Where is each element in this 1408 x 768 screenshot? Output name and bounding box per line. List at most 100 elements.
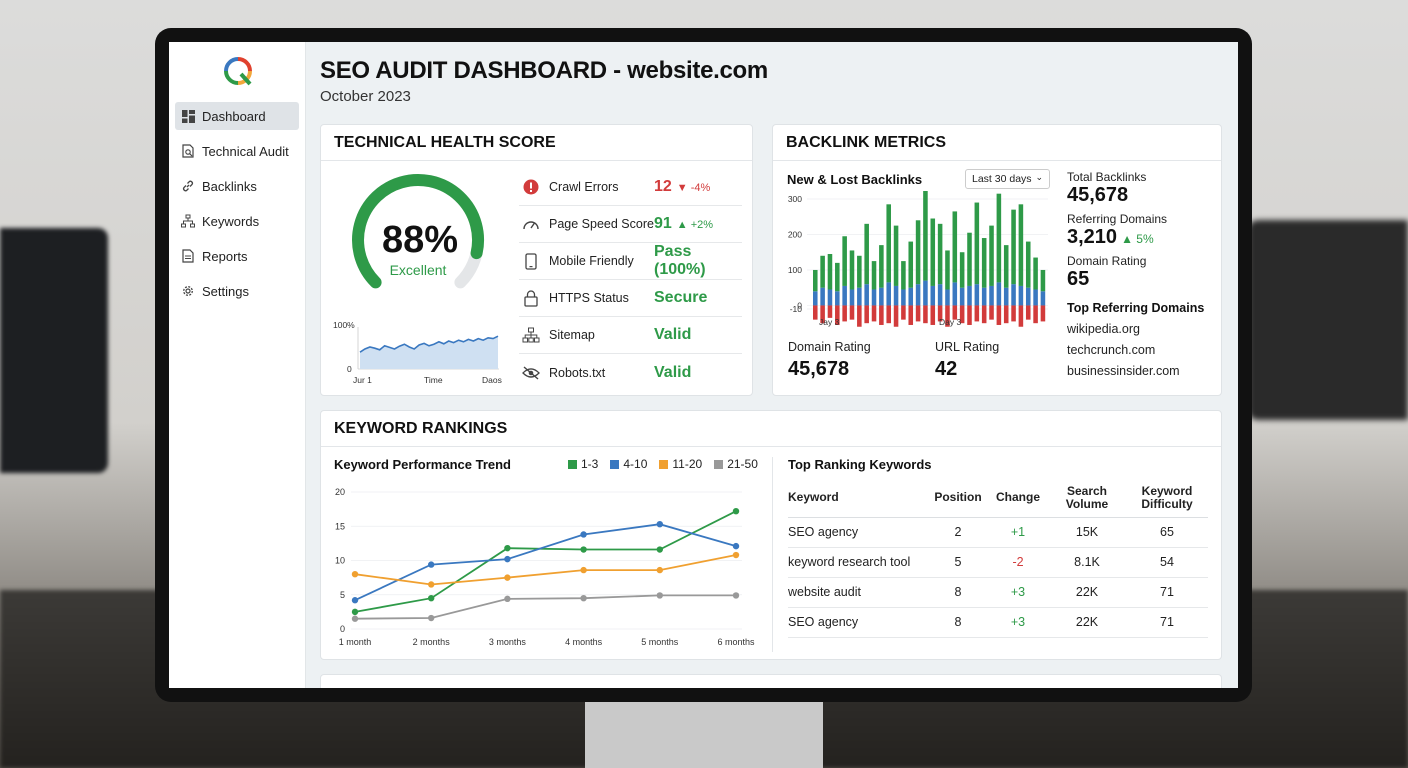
bar-segment-green — [981, 238, 987, 288]
bar-segment-green — [864, 223, 869, 285]
legend-swatch — [568, 459, 577, 469]
legend-label: 1-3 — [581, 457, 599, 471]
document-search-icon — [181, 144, 195, 158]
card-title: TECHNICAL HEALTH SCORE — [334, 134, 556, 151]
column-header[interactable]: Position — [928, 479, 988, 518]
legend-item: 4-10 — [610, 457, 647, 471]
data-point-4-10 — [428, 561, 435, 568]
metric-number: 91 — [654, 215, 672, 232]
sidebar-item-keywords[interactable]: Keywords — [175, 207, 299, 235]
metric-value: 12 ▼ -4% — [654, 178, 710, 196]
bar-segment-blue — [974, 284, 980, 306]
bar-segment-green — [996, 193, 1002, 283]
metric-row-sitemap[interactable]: Sitemap Valid — [519, 317, 742, 354]
sidebar-nav: Dashboard Technical Audit Backlinks — [175, 102, 299, 312]
sidebar-item-technical-audit[interactable]: Technical Audit — [175, 137, 299, 165]
column-header[interactable]: Keyword Difficulty — [1126, 479, 1208, 518]
keyword-cell: SEO agency — [788, 517, 928, 548]
bar-segment-blue — [967, 285, 972, 306]
bar-segment-blue — [1003, 287, 1009, 306]
date-range-select[interactable]: Last 30 days ⌄ — [965, 169, 1050, 189]
data-point-4-10 — [732, 542, 740, 550]
bar-segment-red — [1018, 305, 1024, 327]
sidebar-item-reports[interactable]: Reports — [175, 242, 299, 270]
sitemap-icon — [521, 325, 541, 345]
bar-segment-red — [1011, 305, 1016, 322]
sidebar-item-label: Dashboard — [202, 108, 266, 124]
keyword-cell: keyword research tool — [788, 547, 928, 578]
domain-rating-value: 45,678 — [788, 358, 850, 380]
logo-icon[interactable] — [223, 56, 253, 86]
x-tick-label: 6 months — [717, 637, 755, 647]
background-monitor-left — [0, 228, 108, 473]
position-cell: 8 — [928, 577, 988, 608]
bar-segment-red — [937, 305, 943, 322]
column-header[interactable]: Search Volume — [1048, 479, 1126, 518]
table-row[interactable]: SEO agency 8 +3 22K 71 — [788, 607, 1208, 638]
metric-label: HTTPS Status — [549, 291, 629, 305]
x-tick-label: Jay 3 — [819, 317, 840, 327]
metric-row-crawl-errors[interactable]: Crawl Errors 12 ▼ -4% — [519, 169, 742, 206]
keyword-legend: 1-3 4-10 11-20 21-50 — [568, 457, 770, 471]
metric-delta: ▲ +2% — [676, 219, 714, 231]
bar-segment-red — [849, 305, 855, 320]
column-header[interactable]: Change — [988, 479, 1048, 518]
backlink-bar-chart: -100 100 200 300 Jay 3 Day 3 — [788, 191, 1048, 327]
series-line-21-50 — [354, 594, 736, 620]
column-header[interactable]: Keyword — [788, 479, 928, 518]
data-point-11-20 — [428, 581, 435, 588]
bar-segment-blue — [857, 287, 862, 306]
page-title: SEO AUDIT DASHBOARD - website.com — [320, 57, 768, 84]
table-row[interactable]: website audit 8 +3 22K 71 — [788, 577, 1208, 608]
legend-item: 11-20 — [659, 457, 702, 471]
data-point-11-20 — [580, 566, 587, 574]
metric-value: Valid — [654, 326, 692, 343]
volume-cell: 22K — [1048, 607, 1126, 638]
change-cell: -2 — [988, 547, 1048, 578]
metric-row-page-speed[interactable]: Page Speed Score 91 ▲ +2% — [519, 206, 742, 243]
bar-segment-blue — [1025, 287, 1031, 306]
data-point-1-3 — [351, 608, 359, 616]
bar-segment-green — [915, 220, 921, 285]
next-section-card — [320, 674, 1222, 688]
data-point-11-20 — [656, 566, 663, 574]
bar-segment-red — [930, 305, 936, 325]
lock-icon — [521, 288, 541, 308]
y-tick-label: 200 — [788, 229, 802, 239]
sidebar-item-settings[interactable]: Settings — [175, 277, 299, 305]
bar-segment-blue — [1033, 289, 1038, 306]
bar-segment-green — [967, 232, 972, 286]
referring-domains-delta: ▲ 5% — [1121, 232, 1154, 246]
sidebar-item-label: Keywords — [202, 213, 260, 229]
table-row[interactable]: SEO agency 2 +1 15K 65 — [788, 517, 1208, 548]
bar-segment-red — [1033, 305, 1038, 324]
referring-domain-item[interactable]: techcrunch.com — [1067, 343, 1156, 357]
trend-area — [360, 336, 498, 369]
keyword-cell: SEO agency — [788, 607, 928, 638]
difficulty-cell: 71 — [1126, 607, 1208, 638]
volume-cell: 15K — [1048, 517, 1126, 548]
robot-blocked-icon — [521, 363, 541, 383]
bar-segment-red — [857, 305, 862, 327]
metric-row-https[interactable]: HTTPS Status Secure — [519, 280, 742, 317]
bar-segment-green — [893, 225, 899, 286]
series-line-4-10 — [354, 523, 737, 602]
x-tick-label: 4 months — [565, 637, 603, 647]
sidebar-item-dashboard[interactable]: Dashboard — [175, 102, 299, 130]
date-range-value: Last 30 days — [972, 173, 1032, 185]
referring-domain-item[interactable]: wikipedia.org — [1067, 322, 1140, 336]
monitor-stand — [585, 700, 823, 768]
bar-segment-red — [879, 305, 884, 325]
sidebar-item-backlinks[interactable]: Backlinks — [175, 172, 299, 200]
referring-domain-item[interactable]: businessinsider.com — [1067, 364, 1180, 378]
trend-x-label: Daos — [482, 375, 502, 385]
metric-label: Sitemap — [549, 328, 595, 342]
bar-segment-green — [908, 241, 914, 288]
bar-segment-blue — [871, 289, 877, 306]
metric-row-robots[interactable]: Robots.txt Valid — [519, 354, 742, 391]
table-row[interactable]: keyword research tool 5 -2 8.1K 54 — [788, 547, 1208, 578]
page-subtitle: October 2023 — [320, 88, 411, 105]
metric-row-mobile-friendly[interactable]: Mobile Friendly Pass (100%) — [519, 243, 742, 280]
y-tick-label: 20 — [335, 487, 345, 497]
trend-x-label: Jur 1 — [353, 375, 372, 385]
